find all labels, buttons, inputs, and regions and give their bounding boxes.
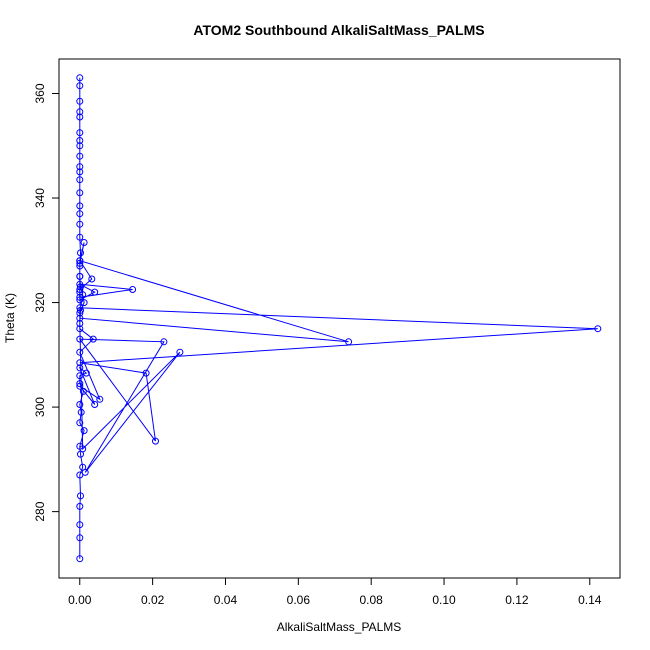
data-point bbox=[76, 163, 84, 171]
data-point bbox=[77, 249, 84, 257]
data-point bbox=[91, 401, 99, 408]
y-tick-label: 360 bbox=[33, 83, 47, 103]
data-point bbox=[76, 168, 84, 176]
data-point bbox=[80, 427, 88, 435]
data-point bbox=[76, 142, 84, 150]
data-point bbox=[76, 380, 84, 388]
data-point bbox=[77, 306, 84, 314]
data-point bbox=[76, 364, 84, 372]
data-point bbox=[91, 288, 99, 296]
data-point bbox=[89, 335, 97, 343]
data-point bbox=[76, 419, 84, 427]
y-tick-label: 300 bbox=[33, 397, 47, 417]
data-point bbox=[76, 74, 84, 82]
data-point bbox=[76, 137, 84, 144]
data-point bbox=[76, 202, 84, 210]
data-point bbox=[76, 82, 84, 90]
data-point bbox=[76, 286, 84, 293]
data-point bbox=[76, 129, 84, 137]
x-tick-label: 0.02 bbox=[141, 593, 165, 607]
x-tick-label: 0.00 bbox=[68, 593, 92, 607]
data-point bbox=[76, 262, 84, 270]
x-axis: 0.00 0.02 0.04 0.06 0.08 0.10 0.12 0.14 bbox=[68, 577, 602, 607]
data-point bbox=[76, 372, 84, 380]
data-point bbox=[76, 401, 84, 408]
data-point bbox=[345, 338, 353, 346]
data-point bbox=[76, 502, 84, 510]
data-point bbox=[76, 296, 84, 304]
data-point bbox=[76, 293, 84, 301]
data-point bbox=[76, 359, 84, 367]
x-tick-label: 0.12 bbox=[505, 593, 529, 607]
data-point bbox=[76, 259, 84, 267]
series-line bbox=[78, 77, 598, 559]
data-point bbox=[76, 257, 84, 265]
data-point bbox=[81, 468, 89, 476]
data-point bbox=[79, 445, 87, 453]
x-tick-label: 0.04 bbox=[214, 593, 238, 607]
data-point bbox=[76, 314, 84, 322]
chart-title: ATOM2 Southbound AlkaliSaltMass_PALMS bbox=[193, 22, 484, 38]
y-axis-label: Theta (K) bbox=[3, 293, 17, 343]
y-tick-label: 280 bbox=[33, 501, 47, 521]
data-point bbox=[96, 395, 104, 403]
data-point bbox=[76, 220, 84, 228]
data-point bbox=[76, 152, 84, 160]
data-point bbox=[76, 176, 84, 184]
data-point bbox=[76, 335, 84, 343]
data-point bbox=[76, 471, 84, 479]
data-point bbox=[76, 108, 84, 116]
data-point bbox=[76, 320, 84, 327]
data-point bbox=[76, 97, 84, 105]
data-point bbox=[79, 387, 87, 395]
data-point bbox=[88, 275, 96, 283]
data-point bbox=[160, 338, 168, 346]
x-tick-label: 0.06 bbox=[287, 593, 311, 607]
x-tick-label: 0.08 bbox=[360, 593, 384, 607]
data-point bbox=[76, 348, 84, 356]
data-point bbox=[76, 272, 84, 280]
data-point bbox=[152, 437, 159, 445]
data-point bbox=[76, 113, 84, 121]
y-tick-label: 340 bbox=[33, 188, 47, 208]
data-point bbox=[77, 492, 84, 500]
y-axis: 280 300 320 340 360 bbox=[33, 83, 60, 522]
series-layer bbox=[76, 74, 602, 563]
x-axis-label: AlkaliSaltMass_PALMS bbox=[277, 620, 402, 634]
data-point bbox=[129, 286, 137, 293]
data-point bbox=[142, 369, 150, 377]
data-point bbox=[76, 325, 84, 333]
data-point bbox=[77, 408, 85, 416]
data-point bbox=[82, 369, 90, 377]
data-point bbox=[76, 280, 84, 288]
data-point bbox=[76, 288, 84, 296]
data-point bbox=[76, 233, 84, 241]
data-point bbox=[76, 555, 84, 563]
data-point bbox=[76, 534, 84, 542]
data-point bbox=[76, 189, 84, 197]
data-point bbox=[76, 521, 84, 529]
y-tick-label: 320 bbox=[33, 292, 47, 312]
data-point bbox=[76, 210, 84, 218]
data-point bbox=[594, 325, 602, 333]
data-point bbox=[76, 382, 84, 390]
x-tick-label: 0.10 bbox=[432, 593, 456, 607]
data-point bbox=[176, 348, 184, 356]
data-point bbox=[80, 239, 88, 246]
x-tick-label: 0.14 bbox=[578, 593, 602, 607]
